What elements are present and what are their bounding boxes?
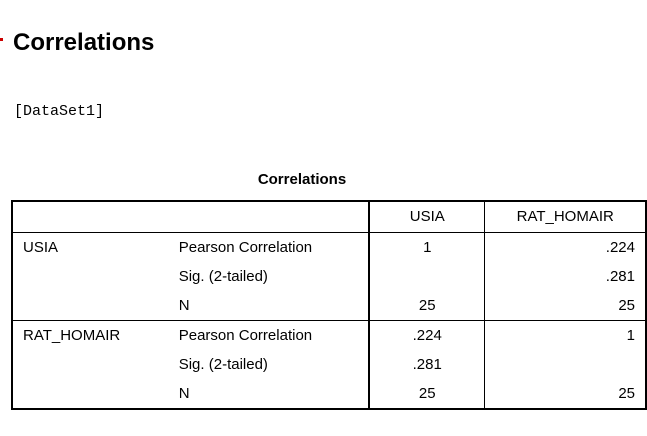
table-title: Correlations: [257, 171, 347, 188]
row-group-label: [11, 262, 169, 291]
row-stat-label: Sig. (2-tailed): [178, 268, 268, 285]
cell-rat-homair: [484, 350, 647, 379]
cell-rat-homair: .281: [484, 262, 647, 291]
row-group-label: RAT_HOMAIR: [11, 320, 169, 350]
cell-usia: 1: [368, 232, 485, 262]
row-group-label: [11, 350, 169, 379]
column-header-rat-homair: RAT_HOMAIR: [484, 200, 647, 233]
column-header-usia: USIA: [368, 200, 485, 233]
row-stat-label: Sig. (2-tailed): [178, 356, 268, 373]
row-stat-label: Pearson Correlation: [178, 239, 313, 256]
cell-usia: [368, 262, 485, 291]
dataset-label: [DataSet1]: [14, 103, 105, 120]
cell-rat-homair: 25: [484, 291, 647, 321]
output-heading[interactable]: Correlations: [13, 29, 155, 56]
table-row: RAT_HOMAIR Pearson Correlation .224 1: [11, 320, 647, 350]
cell-rat-homair: 1: [484, 320, 647, 350]
row-stat-label: Pearson Correlation: [168, 320, 369, 350]
cell-rat-homair: 25: [484, 379, 647, 410]
cell-usia: .224: [368, 320, 485, 350]
row-group-label: [11, 291, 169, 321]
table-row: N 25 25: [11, 291, 647, 321]
selection-marker-icon: [0, 38, 3, 41]
table-row: Sig. (2-tailed) .281: [11, 262, 647, 291]
table-row: USIA Pearson Correlation 1 .224: [11, 232, 647, 262]
table-header-row: USIA RAT_HOMAIR: [11, 200, 647, 233]
row-stat-label: N: [168, 379, 369, 410]
correlations-table[interactable]: USIA RAT_HOMAIR USIA Pearson Correlation…: [11, 200, 647, 410]
cell-usia: 25: [368, 379, 485, 410]
cell-rat-homair: .224: [484, 232, 647, 262]
header-empty-cell: [168, 200, 369, 233]
table-row: Sig. (2-tailed) .281: [11, 350, 647, 379]
row-stat-label: N: [178, 297, 190, 314]
row-group-label: USIA: [11, 232, 169, 262]
cell-usia: 25: [368, 291, 485, 321]
row-group-label: [11, 379, 169, 410]
cell-usia: .281: [368, 350, 485, 379]
header-empty-cell: [11, 200, 169, 233]
table-row: N 25 25: [11, 379, 647, 410]
